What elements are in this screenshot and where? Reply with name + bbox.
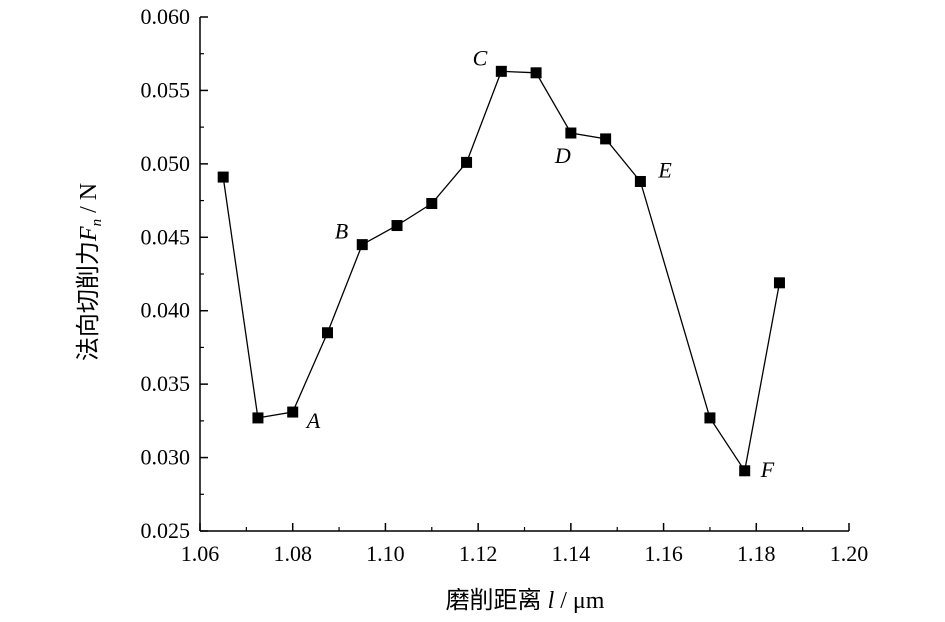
data-point [739,465,751,477]
data-point [391,220,403,232]
x-tick-label: 1.18 [737,541,776,566]
x-tick-label: 1.08 [273,541,312,566]
x-tick-label: 1.06 [181,541,220,566]
data-point [565,127,577,139]
data-point [426,198,438,210]
point-label-e: E [657,157,672,182]
point-label-c: C [473,45,488,70]
data-point [773,277,785,289]
series [217,65,785,477]
y-tick-label: 0.045 [141,224,191,249]
point-label-a: A [305,408,321,433]
point-label-b: B [335,219,348,244]
y-ticks: 0.025 0.030 0.035 0.040 0.045 0.050 0.055 0.060 [141,4,208,543]
y-tick-label: 0.055 [141,77,191,102]
data-point [287,406,299,418]
data-point [704,412,716,424]
x-tick-label: 1.10 [366,541,405,566]
axes [199,17,849,532]
y-tick-label: 0.035 [141,371,191,396]
y-tick-label: 0.040 [141,298,191,323]
y-tick-label: 0.030 [141,445,191,470]
y-axis-title: 法向切削力Fn / N [75,183,105,361]
y-tick-label: 0.025 [141,518,191,543]
data-point [530,67,542,79]
y-tick-label: 0.050 [141,151,191,176]
y-tick-label: 0.060 [141,4,191,29]
data-point [634,175,646,187]
x-axis-title: 磨削距离 l / μm [446,587,605,614]
point-label-f: F [760,457,775,482]
data-point [356,239,368,251]
point-label-d: D [554,143,571,168]
data-point [217,171,229,183]
annotations: A B C D E F [305,45,775,481]
x-ticks: 1.06 1.08 1.10 1.12 1.14 1.16 1.18 1.20 [181,523,869,566]
x-tick-label: 1.16 [644,541,683,566]
series-line [222,70,781,473]
x-tick-label: 1.20 [830,541,869,566]
x-tick-label: 1.14 [552,541,591,566]
data-point [495,65,507,77]
data-point [600,133,612,145]
data-point [321,327,333,339]
data-point [252,412,264,424]
data-point [461,156,473,168]
x-tick-label: 1.12 [459,541,498,566]
